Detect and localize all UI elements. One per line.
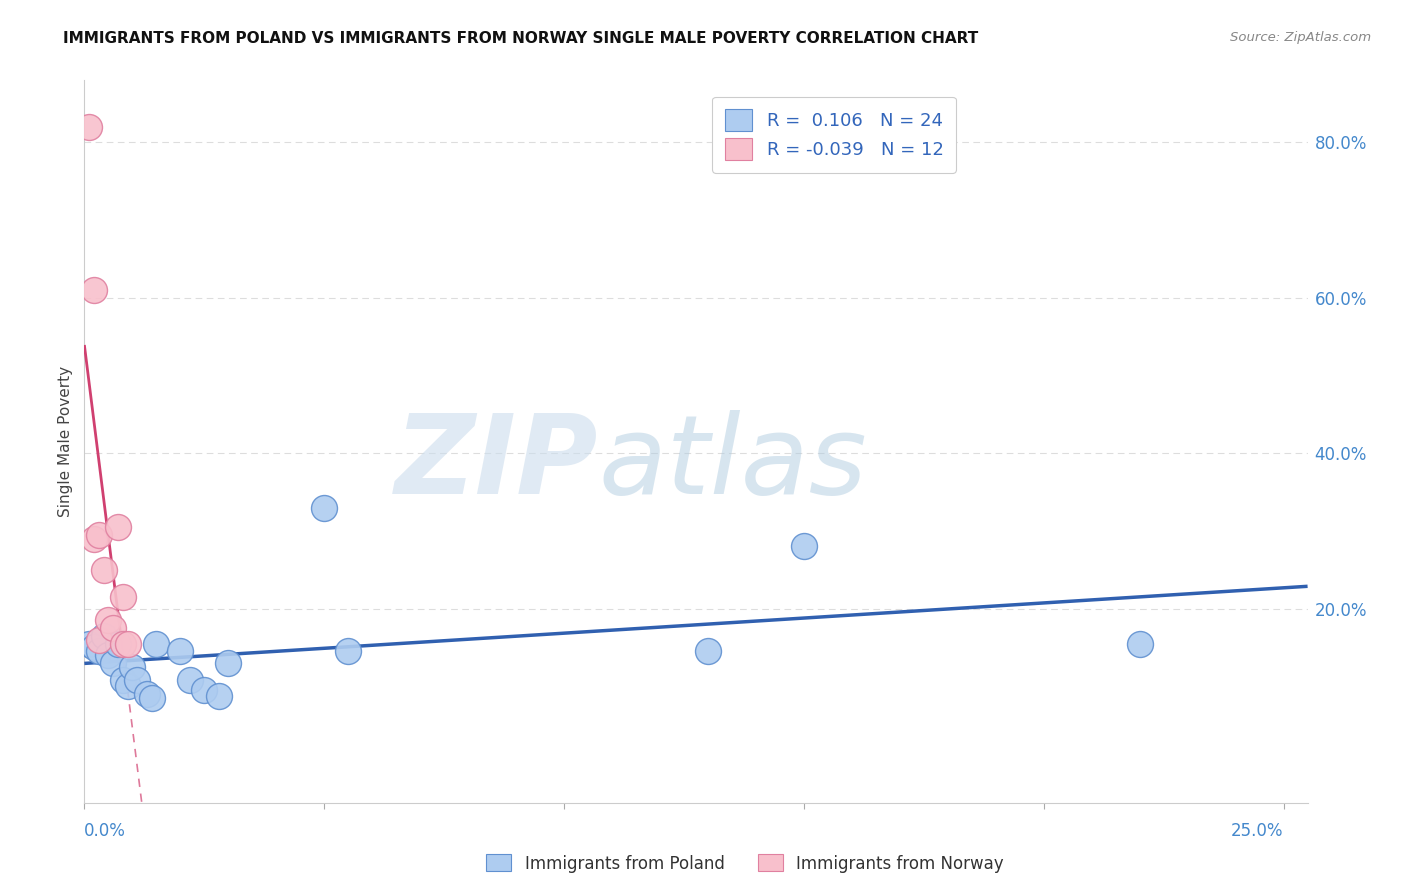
Text: IMMIGRANTS FROM POLAND VS IMMIGRANTS FROM NORWAY SINGLE MALE POVERTY CORRELATION: IMMIGRANTS FROM POLAND VS IMMIGRANTS FRO… (63, 31, 979, 46)
Point (83, 640, 105, 655)
Legend: R =  0.106   N = 24, R = -0.039   N = 12: R = 0.106 N = 24, R = -0.039 N = 12 (713, 96, 956, 173)
Point (97, 648, 120, 663)
Point (111, 673, 134, 687)
Point (107, 636, 129, 650)
Point (83, 532, 105, 546)
Point (169, 644, 191, 658)
Point (117, 679, 139, 693)
Point (83, 283, 105, 297)
Point (87, 528, 110, 542)
Point (111, 636, 134, 650)
Point (111, 590, 134, 604)
Text: Source: ZipAtlas.com: Source: ZipAtlas.com (1230, 31, 1371, 45)
Y-axis label: Single Male Poverty: Single Male Poverty (58, 366, 73, 517)
Point (697, 644, 720, 658)
Point (107, 520, 129, 534)
Point (93, 629, 115, 643)
Point (117, 636, 139, 650)
Point (101, 621, 124, 635)
Point (1129, 636, 1152, 650)
Point (793, 540, 815, 554)
Point (208, 689, 231, 703)
Point (77, 120, 100, 134)
Text: 0.0%: 0.0% (84, 822, 127, 840)
Point (314, 500, 336, 515)
Point (97, 613, 120, 627)
Point (217, 656, 239, 670)
Point (87, 644, 110, 658)
Point (77, 636, 100, 650)
Point (101, 656, 124, 670)
Point (141, 690, 163, 705)
Point (135, 687, 157, 701)
Point (87, 632, 110, 647)
Point (193, 683, 215, 698)
Point (337, 644, 360, 658)
Text: 25.0%: 25.0% (1232, 822, 1284, 840)
Legend: Immigrants from Poland, Immigrants from Norway: Immigrants from Poland, Immigrants from … (479, 847, 1011, 880)
Text: atlas: atlas (598, 409, 866, 516)
Point (121, 660, 143, 674)
Point (145, 636, 167, 650)
Point (179, 673, 201, 687)
Text: ZIP: ZIP (395, 409, 598, 516)
Point (93, 563, 115, 577)
Point (127, 673, 149, 687)
